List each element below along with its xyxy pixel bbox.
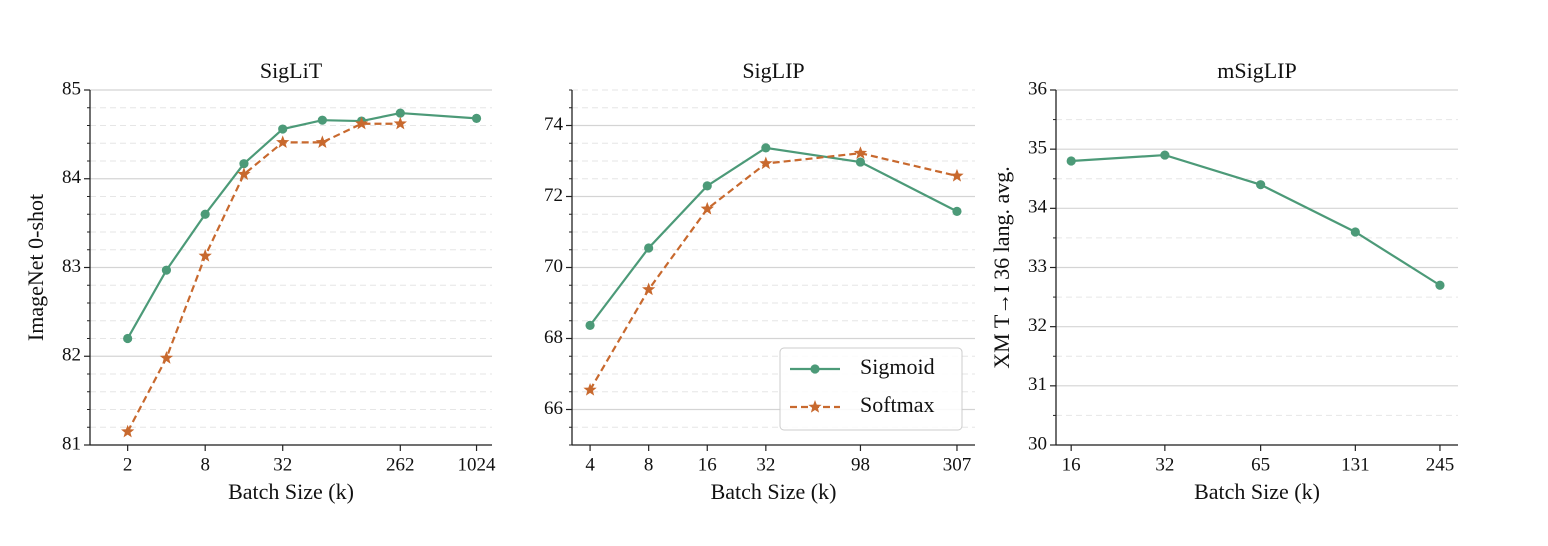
star-marker bbox=[583, 382, 597, 396]
series-line bbox=[589, 146, 958, 327]
circle-marker bbox=[123, 333, 133, 344]
x-tick-label: 131 bbox=[1341, 454, 1370, 475]
star-marker bbox=[950, 168, 964, 182]
y-tick-label: 84 bbox=[62, 167, 82, 188]
circle-marker bbox=[278, 124, 288, 134]
y-tick-label: 31 bbox=[1028, 374, 1047, 395]
x-axis-label: Batch Size (k) bbox=[1194, 479, 1320, 504]
legend-marker bbox=[810, 364, 820, 374]
circle-marker bbox=[1435, 280, 1445, 290]
y-axis-label: XM T→I 36 lang. avg. bbox=[989, 166, 1014, 368]
circle-marker bbox=[395, 108, 405, 118]
x-tick-label: 16 bbox=[1062, 454, 1081, 475]
y-tick-label: 83 bbox=[62, 256, 81, 277]
y-tick-label: 34 bbox=[1028, 197, 1048, 218]
legend-label: Softmax bbox=[860, 392, 935, 417]
panel-title: SigLiT bbox=[260, 58, 323, 83]
y-tick-label: 70 bbox=[544, 256, 563, 277]
x-tick-label: 32 bbox=[756, 454, 775, 475]
x-tick-label: 32 bbox=[273, 454, 292, 475]
panel-title: mSigLIP bbox=[1217, 58, 1296, 83]
x-tick-label: 4 bbox=[585, 454, 595, 475]
y-tick-label: 35 bbox=[1028, 138, 1047, 159]
legend-label: Sigmoid bbox=[860, 354, 935, 379]
circle-marker bbox=[1066, 156, 1076, 166]
x-tick-label: 98 bbox=[851, 454, 870, 475]
x-tick-label: 16 bbox=[698, 454, 717, 475]
x-tick-label: 65 bbox=[1251, 454, 1270, 475]
x-tick-label: 8 bbox=[644, 454, 654, 475]
y-tick-label: 72 bbox=[544, 185, 563, 206]
y-tick-label: 68 bbox=[544, 327, 563, 348]
y-tick-label: 74 bbox=[544, 114, 564, 135]
star-marker bbox=[393, 116, 407, 130]
circle-marker bbox=[702, 181, 712, 191]
circle-marker bbox=[855, 157, 866, 167]
circle-marker bbox=[1350, 227, 1360, 237]
star-marker bbox=[315, 135, 330, 149]
series-line bbox=[589, 152, 958, 391]
y-tick-label: 30 bbox=[1028, 433, 1047, 454]
y-tick-label: 82 bbox=[62, 345, 81, 366]
panel-title: SigLIP bbox=[742, 58, 804, 83]
y-axis-label: ImageNet 0-shot bbox=[23, 194, 48, 341]
x-axis-label: Batch Size (k) bbox=[711, 479, 837, 504]
y-tick-label: 32 bbox=[1028, 315, 1047, 336]
series-line bbox=[1071, 153, 1441, 287]
x-tick-label: 245 bbox=[1426, 454, 1455, 475]
circle-marker bbox=[761, 143, 771, 153]
x-tick-label: 307 bbox=[943, 454, 972, 475]
series-line bbox=[126, 122, 401, 433]
y-tick-label: 33 bbox=[1028, 256, 1047, 277]
circle-marker bbox=[585, 320, 595, 330]
circle-marker bbox=[471, 113, 482, 123]
star-marker bbox=[121, 424, 135, 438]
circle-marker bbox=[200, 209, 210, 219]
x-tick-label: 262 bbox=[386, 454, 415, 475]
x-tick-label: 32 bbox=[1155, 454, 1174, 475]
legend: Sigmoid Softmax bbox=[779, 347, 963, 431]
x-tick-label: 1024 bbox=[458, 454, 497, 475]
star-marker bbox=[700, 201, 714, 215]
star-marker bbox=[159, 351, 174, 364]
circle-marker bbox=[161, 265, 172, 275]
series-line bbox=[126, 111, 477, 340]
circle-marker bbox=[1160, 150, 1170, 160]
circle-marker bbox=[239, 159, 249, 169]
star-marker bbox=[853, 146, 868, 159]
x-tick-label: 8 bbox=[200, 454, 210, 475]
circle-marker bbox=[1256, 180, 1266, 190]
star-marker bbox=[759, 156, 773, 170]
y-tick-label: 81 bbox=[62, 433, 81, 454]
x-tick-label: 2 bbox=[123, 454, 133, 475]
circle-marker bbox=[644, 243, 654, 253]
star-marker bbox=[198, 248, 212, 262]
legend-marker bbox=[808, 400, 822, 413]
star-marker bbox=[642, 282, 656, 296]
circle-marker bbox=[952, 206, 962, 217]
x-axis-label: Batch Size (k) bbox=[228, 479, 354, 504]
star-marker bbox=[276, 135, 290, 149]
star-marker bbox=[237, 167, 251, 180]
y-tick-label: 36 bbox=[1028, 78, 1047, 99]
y-tick-label: 85 bbox=[62, 78, 81, 99]
y-tick-label: 66 bbox=[544, 398, 563, 419]
star-marker bbox=[354, 116, 369, 130]
circle-marker bbox=[317, 115, 327, 125]
